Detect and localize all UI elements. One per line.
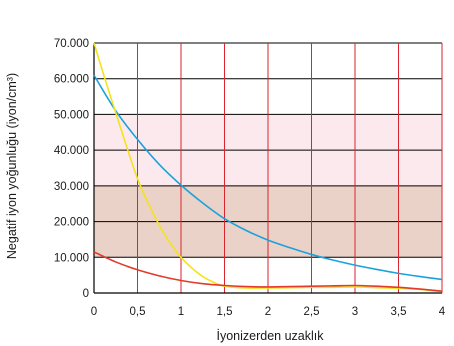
grid-lines [93,42,443,294]
y-tick-label-6: 60.000 [54,74,89,86]
series-line-0 [93,74,443,281]
y-tick-label-3: 30.000 [54,181,89,193]
x-tick-label-0: 0 [91,306,97,318]
x-tick-label-6: 3 [352,306,358,318]
y-tick-label-4: 40.000 [54,145,89,157]
y-tick-labels: 0 10.000 20.000 30.000 40.000 50.000 60.000 70.… [54,38,89,300]
series-line-1 [93,42,443,293]
x-tick-label-5: 2,5 [304,306,320,318]
x-tick-label-3: 1,5 [217,306,233,318]
y-tick-label-5: 50.000 [54,109,89,121]
x-tick-label-4: 2 [265,306,271,318]
y-tick-label-7: 70.000 [54,38,89,50]
y-axis-label: Negatif iyon yoğunluğu (iyon/cm³) [5,73,19,259]
x-tick-label-7: 3,5 [391,306,407,318]
x-axis-label: İyonizerden uzaklık [216,329,324,343]
y-tick-label-0: 0 [83,288,89,300]
series-lines [93,42,443,293]
y-tick-label-2: 20.000 [54,217,89,229]
x-tick-label-8: 4 [439,306,446,318]
x-tick-labels: 0 0,5 1 1,5 2 2,5 3 3,5 4 [91,306,446,318]
series-line-2 [93,251,443,293]
x-tick-label-1: 0,5 [130,306,146,318]
x-tick-label-2: 1 [178,306,184,318]
y-tick-label-1: 10.000 [54,252,89,264]
